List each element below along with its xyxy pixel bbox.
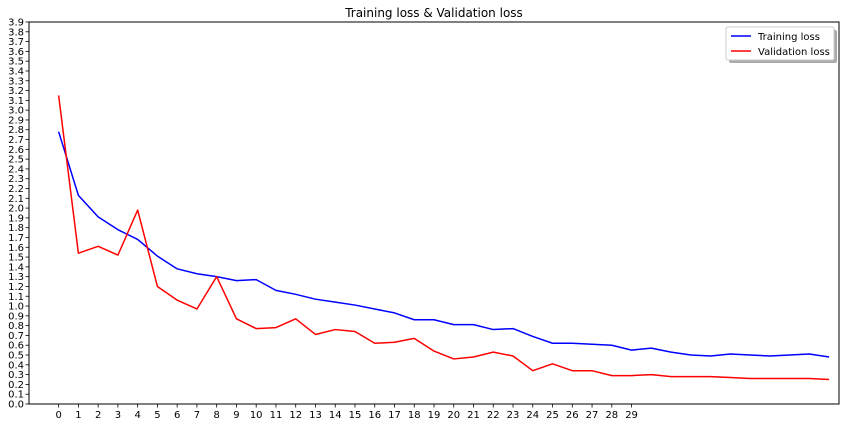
y-tick-label: 2.0 bbox=[8, 204, 24, 215]
x-tick-label: 26 bbox=[566, 410, 579, 421]
y-tick-label: 1.2 bbox=[8, 282, 24, 293]
series-layer bbox=[57, 95, 830, 381]
legend-label-validation-loss: Validation loss bbox=[758, 47, 830, 58]
y-tick-label: 3.3 bbox=[8, 76, 24, 87]
x-tick-label: 20 bbox=[447, 410, 460, 421]
x-tick-label: 23 bbox=[507, 410, 520, 421]
y-tick-label: 0.3 bbox=[8, 370, 24, 381]
x-tick-label: 1 bbox=[75, 410, 81, 421]
y-tick-label: 2.3 bbox=[8, 174, 24, 185]
y-tick-label: 3.2 bbox=[8, 86, 24, 97]
y-tick-label: 2.7 bbox=[8, 135, 24, 146]
x-tick-label: 25 bbox=[546, 410, 559, 421]
x-tick-label: 14 bbox=[329, 410, 342, 421]
y-tick-label: 1.5 bbox=[8, 253, 24, 264]
x-tick-label: 13 bbox=[309, 410, 322, 421]
legend: Training loss Validation loss bbox=[725, 26, 837, 63]
chart-title: Training loss & Validation loss bbox=[344, 6, 523, 20]
x-tick-label: 6 bbox=[174, 410, 180, 421]
x-tick-label: 3 bbox=[115, 410, 121, 421]
y-tick-label: 0.4 bbox=[8, 360, 24, 371]
y-tick-label: 3.0 bbox=[8, 106, 24, 117]
y-tick-label: 2.2 bbox=[8, 184, 24, 195]
x-tick-label: 8 bbox=[213, 410, 219, 421]
x-tick-label: 15 bbox=[349, 410, 362, 421]
y-tick-label: 2.9 bbox=[8, 115, 24, 126]
x-tick-label: 0 bbox=[55, 410, 61, 421]
x-tick-label: 28 bbox=[605, 410, 618, 421]
x-tick-label: 19 bbox=[428, 410, 441, 421]
y-axis: 0.00.10.20.30.40.50.60.70.80.91.01.11.21… bbox=[8, 18, 29, 411]
x-tick-label: 24 bbox=[526, 410, 539, 421]
x-axis: 0 1 2 3 4 5 6 7 8 9 10 11 12 13 14 15 16 17 18 19 20 21 22 23 24… bbox=[55, 404, 638, 421]
x-tick-label: 4 bbox=[134, 410, 140, 421]
x-tick-label: 7 bbox=[194, 410, 200, 421]
x-tick-label: 10 bbox=[250, 410, 263, 421]
y-tick-label: 2.1 bbox=[8, 194, 24, 205]
x-tick-label: 18 bbox=[408, 410, 421, 421]
y-tick-label: 1.8 bbox=[8, 223, 24, 234]
legend-box bbox=[725, 26, 835, 61]
y-tick-label: 0.0 bbox=[8, 400, 24, 411]
y-tick-label: 2.8 bbox=[8, 125, 24, 136]
y-tick-label: 3.8 bbox=[8, 27, 24, 38]
x-tick-label: 27 bbox=[586, 410, 599, 421]
y-tick-label: 1.0 bbox=[8, 302, 24, 313]
series-line-validation-loss bbox=[57, 95, 830, 381]
y-tick-label: 0.8 bbox=[8, 321, 24, 332]
y-tick-label: 1.6 bbox=[8, 243, 24, 254]
y-tick-label: 0.7 bbox=[8, 331, 24, 342]
y-tick-label: 3.6 bbox=[8, 47, 24, 58]
series-line-training-loss bbox=[57, 131, 830, 358]
y-tick-label: 0.5 bbox=[8, 351, 24, 362]
y-tick-label: 1.1 bbox=[8, 292, 24, 303]
y-tick-label: 1.3 bbox=[8, 272, 24, 283]
y-tick-label: 1.4 bbox=[8, 262, 24, 273]
y-tick-label: 2.5 bbox=[8, 155, 24, 166]
y-tick-label: 1.9 bbox=[8, 213, 24, 224]
y-tick-label: 1.7 bbox=[8, 233, 24, 244]
x-tick-label: 21 bbox=[467, 410, 480, 421]
y-tick-label: 3.9 bbox=[8, 18, 24, 29]
y-tick-label: 0.6 bbox=[8, 341, 24, 352]
x-tick-label: 22 bbox=[487, 410, 500, 421]
x-tick-label: 2 bbox=[95, 410, 101, 421]
y-tick-label: 3.7 bbox=[8, 37, 24, 48]
y-tick-label: 3.5 bbox=[8, 57, 24, 68]
y-tick-label: 3.4 bbox=[8, 66, 24, 77]
y-tick-label: 3.1 bbox=[8, 96, 24, 107]
y-tick-label: 2.4 bbox=[8, 164, 24, 175]
x-tick-label: 17 bbox=[388, 410, 401, 421]
y-tick-label: 0.1 bbox=[8, 390, 24, 401]
x-tick-label: 11 bbox=[270, 410, 283, 421]
x-tick-label: 29 bbox=[625, 410, 638, 421]
y-tick-label: 2.6 bbox=[8, 145, 24, 156]
x-tick-label: 12 bbox=[289, 410, 302, 421]
legend-label-training-loss: Training loss bbox=[757, 32, 820, 43]
x-tick-label: 5 bbox=[154, 410, 160, 421]
y-tick-label: 0.9 bbox=[8, 311, 24, 322]
x-tick-label: 16 bbox=[368, 410, 381, 421]
y-tick-label: 0.2 bbox=[8, 380, 24, 391]
x-tick-label: 9 bbox=[233, 410, 239, 421]
